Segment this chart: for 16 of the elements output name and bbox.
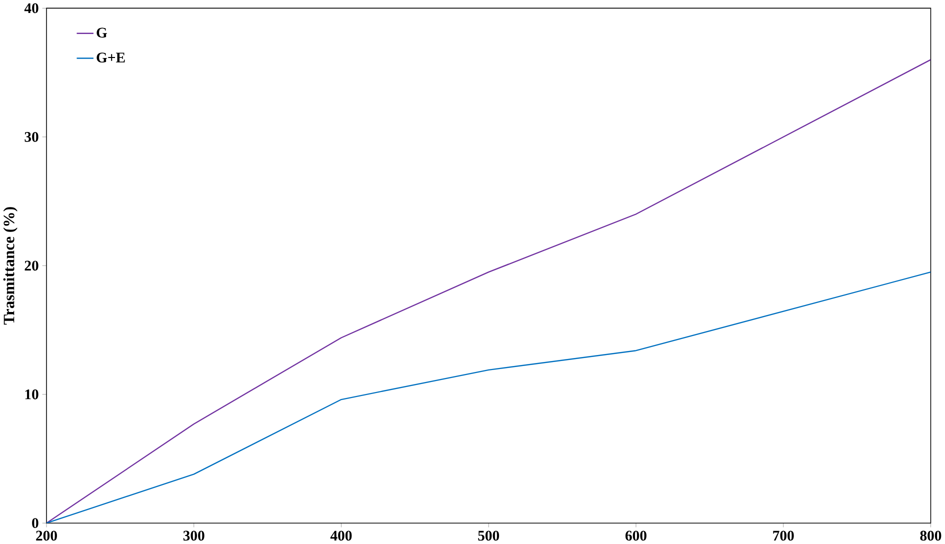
x-tick-label: 200 <box>36 530 57 541</box>
y-tick-label: 30 <box>24 132 38 142</box>
y-tick-label: 20 <box>24 260 38 271</box>
x-tick-label: 300 <box>183 530 204 541</box>
legend-label: G <box>96 28 107 38</box>
y-tick-label: 40 <box>24 3 38 14</box>
x-tick-label: 600 <box>625 530 646 541</box>
line-series <box>46 272 931 524</box>
x-tick-label: 400 <box>330 530 352 541</box>
legend-label: G+E <box>96 52 125 63</box>
y-tick-label: 10 <box>25 389 38 400</box>
x-tick-label: 700 <box>773 530 794 541</box>
y-tick-label: 0 <box>32 518 38 528</box>
y-axis-title: Trasmittance (%) <box>3 207 18 325</box>
x-tick-label: 500 <box>478 530 500 541</box>
x-tick-label: 800 <box>920 530 942 541</box>
